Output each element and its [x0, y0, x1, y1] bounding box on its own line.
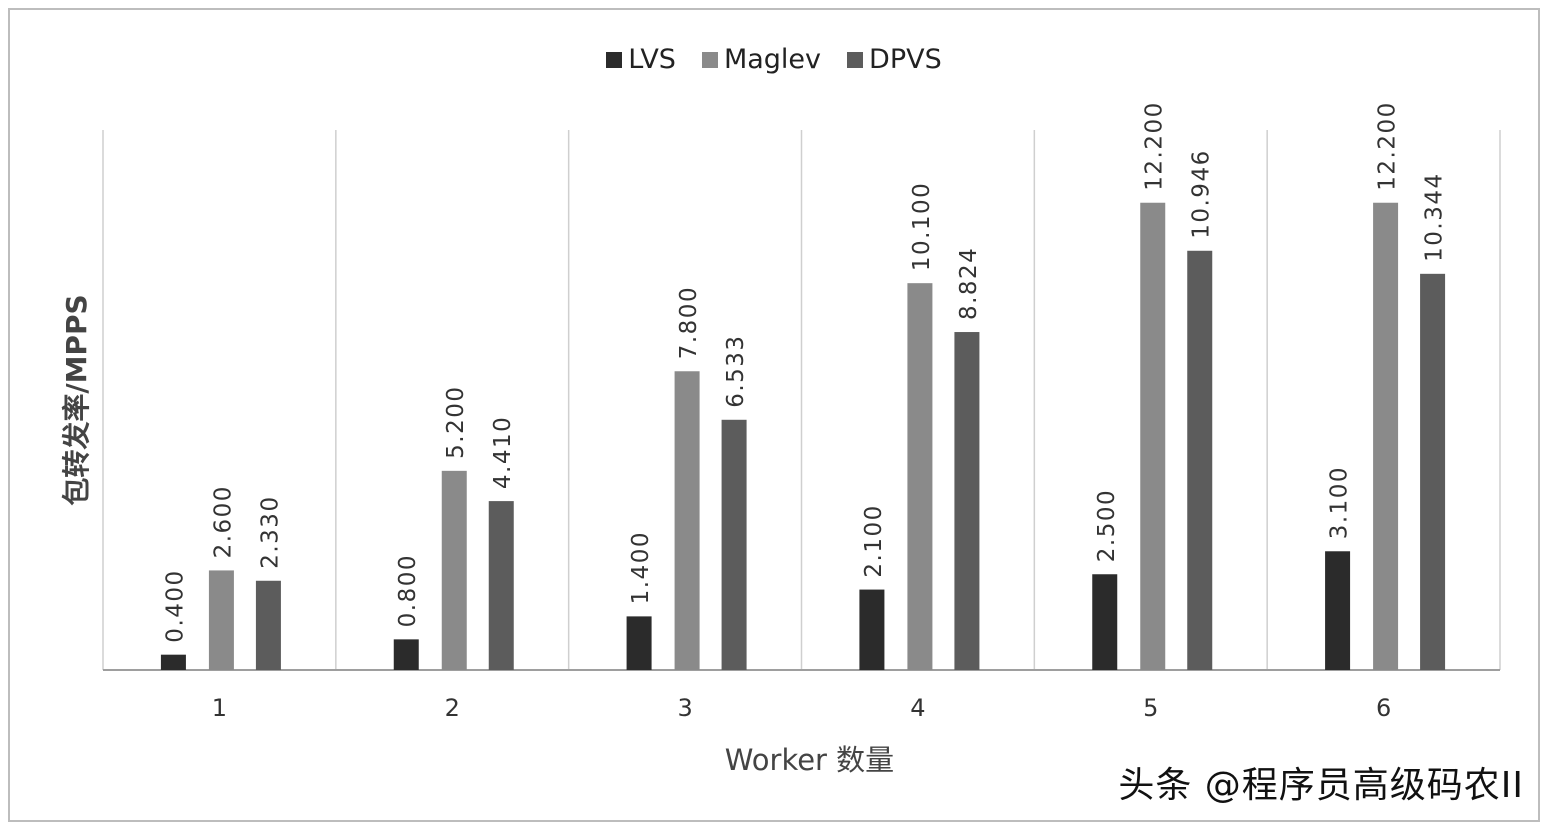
legend-label-maglev: Maglev [723, 44, 822, 75]
x-tick-label-6: 6 [1376, 694, 1391, 722]
data-label-lvs-3: 1.400 [628, 531, 654, 604]
legend-swatch-lvs [606, 51, 623, 68]
data-label-maglev-3: 7.800 [676, 286, 702, 359]
data-label-maglev-1: 2.600 [210, 485, 236, 558]
legend-swatch-maglev [701, 51, 718, 68]
bar-lvs-5 [1092, 574, 1118, 670]
bar-lvs-4 [859, 589, 885, 670]
bar-lvs-1 [160, 654, 186, 670]
data-label-dpvs-2: 4.410 [490, 416, 516, 489]
data-label-dpvs-5: 10.946 [1189, 149, 1215, 238]
legend-item-maglev: Maglev [701, 44, 822, 75]
data-label-lvs-6: 3.100 [1327, 466, 1353, 539]
bar-maglev-2 [441, 470, 467, 670]
bar-maglev-6 [1373, 202, 1399, 671]
data-label-dpvs-3: 6.533 [723, 334, 749, 407]
bar-lvs-6 [1325, 551, 1351, 670]
legend-item-dpvs: DPVS [847, 44, 942, 75]
x-axis-title: Worker 数量 [725, 743, 894, 777]
data-label-maglev-4: 10.100 [909, 182, 935, 271]
legend-label-dpvs: DPVS [869, 44, 942, 75]
y-axis-title: 包转发率/MPPS [60, 294, 93, 505]
chart-frame [8, 8, 1540, 822]
bar-lvs-2 [393, 639, 419, 670]
bar-lvs-3 [626, 616, 652, 670]
bar-maglev-1 [208, 570, 234, 670]
bar-dpvs-2 [488, 501, 514, 670]
data-label-dpvs-6: 10.344 [1422, 172, 1448, 261]
bar-maglev-5 [1140, 202, 1166, 671]
x-tick-label-3: 3 [677, 694, 692, 722]
bar-dpvs-4 [954, 332, 980, 670]
data-label-lvs-1: 0.400 [162, 569, 188, 642]
bar-dpvs-3 [721, 419, 747, 670]
bar-dpvs-1 [255, 580, 281, 670]
data-label-lvs-5: 2.500 [1094, 489, 1120, 562]
chart-legend: LVS Maglev DPVS [0, 44, 1548, 75]
watermark-text: 头条 @程序员高级码农II [1118, 765, 1524, 806]
x-tick-label-5: 5 [1143, 694, 1158, 722]
data-label-dpvs-1: 2.330 [257, 495, 283, 568]
data-label-maglev-6: 12.200 [1375, 101, 1401, 190]
bar-dpvs-6 [1420, 273, 1446, 670]
bar-dpvs-5 [1187, 250, 1213, 671]
bar-maglev-3 [674, 371, 700, 670]
data-label-maglev-2: 5.200 [443, 385, 469, 458]
legend-swatch-dpvs [847, 51, 864, 68]
data-label-dpvs-4: 8.824 [956, 247, 982, 320]
x-tick-label-4: 4 [910, 694, 925, 722]
data-label-lvs-2: 0.800 [395, 554, 421, 627]
data-label-maglev-5: 12.200 [1142, 101, 1168, 190]
data-label-lvs-4: 2.100 [861, 504, 887, 577]
bar-maglev-4 [907, 283, 933, 670]
legend-item-lvs: LVS [606, 44, 676, 75]
x-tick-label-1: 1 [212, 694, 227, 722]
legend-label-lvs: LVS [628, 44, 676, 75]
x-tick-label-2: 2 [445, 694, 460, 722]
